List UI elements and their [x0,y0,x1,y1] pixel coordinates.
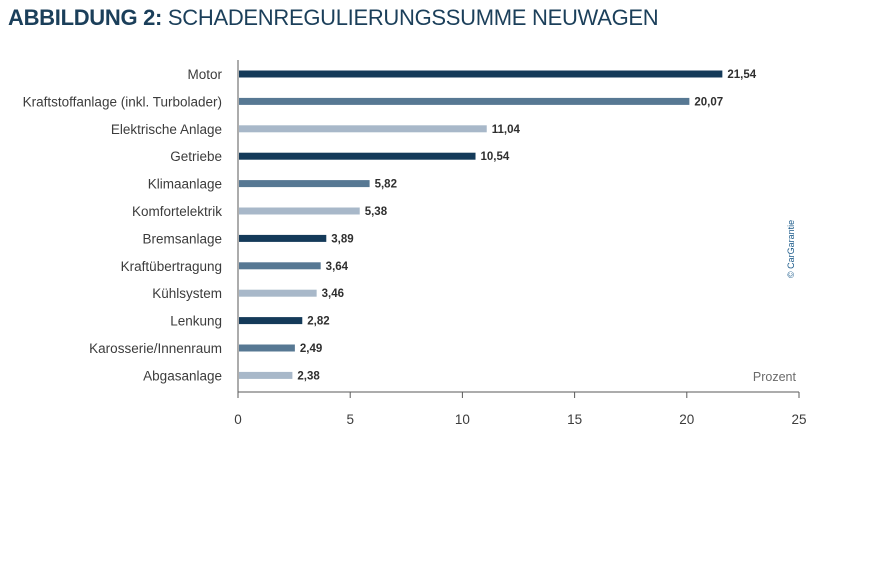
category-label: Kraftübertragung [121,259,222,274]
x-tick-label: 15 [567,412,582,427]
x-axis: 0 5 10 15 20 25 [234,60,807,427]
bar [239,317,303,325]
category-label: Abgasanlage [143,368,222,383]
bar [239,207,360,215]
bar [239,97,690,105]
bars-layer: Motor 21,54 Kraftstoffanlage (inkl. Turbol… [23,67,757,383]
value-label: 3,89 [331,233,353,245]
category-label: Lenkung [170,314,222,329]
value-label: 10,54 [481,151,510,163]
category-label: Komfortelektrik [132,204,222,219]
figure-title-text: SCHADENREGULIERUNGSSUMME NEUWAGEN [167,5,659,30]
value-label: 2,49 [300,343,322,355]
category-label: Motor [187,67,222,82]
value-label: 2,38 [297,370,320,382]
value-label: 21,54 [727,69,756,81]
x-tick-label: 10 [455,412,470,427]
copyright-notice: © CarGarantie [786,220,796,278]
bar [239,70,723,78]
bar [239,289,317,297]
bar [239,152,476,160]
value-label: 3,64 [326,261,349,273]
figure-title: ABBILDUNG 2: SCHADENREGULIERUNGSSUMME NE… [8,5,659,31]
value-label: 2,82 [307,316,329,328]
x-tick-label: 0 [234,412,242,427]
bar [239,180,370,188]
bar [239,125,487,133]
value-label: 5,38 [365,206,388,218]
value-label: 11,04 [492,124,521,136]
bar [239,344,295,352]
category-label: Kühlsystem [152,286,222,301]
value-label: 20,07 [694,96,723,108]
category-label: Karosserie/Innenraum [89,341,222,356]
x-tick-label: 25 [791,412,806,427]
category-label: Klimaanlage [148,177,222,192]
category-label: Bremsanlage [142,231,222,246]
category-label: Elektrische Anlage [111,122,222,137]
x-tick-label: 5 [346,412,354,427]
value-label: 3,46 [322,288,344,300]
bar [239,234,327,242]
x-axis-unit-label: Prozent [753,370,797,384]
x-tick-label: 20 [679,412,694,427]
bar [239,371,293,379]
bar [239,262,321,270]
category-label: Kraftstoffanlage (inkl. Turbolader) [23,94,222,109]
value-label: 5,82 [375,179,397,191]
category-label: Getriebe [170,149,222,164]
figure-title-number: ABBILDUNG 2: [8,5,163,30]
